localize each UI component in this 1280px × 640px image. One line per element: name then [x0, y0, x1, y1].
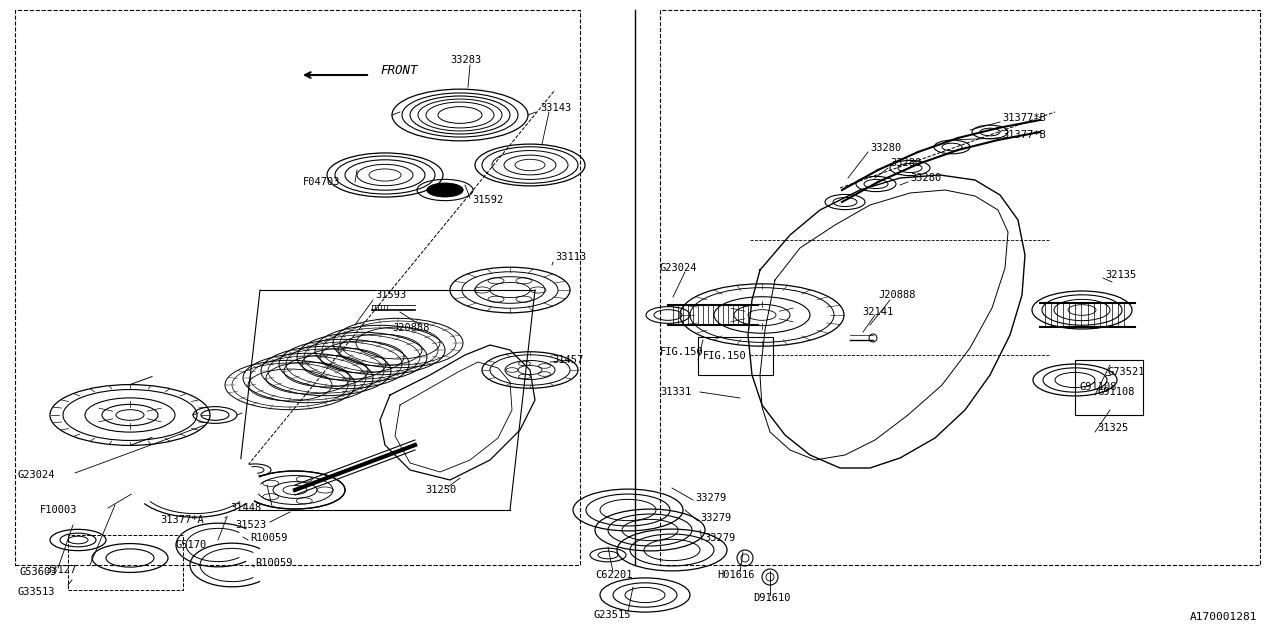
Bar — [1075, 360, 1143, 415]
Text: G91108: G91108 — [1097, 387, 1134, 397]
Text: G23515: G23515 — [593, 610, 631, 620]
Ellipse shape — [428, 183, 463, 197]
Text: G5170: G5170 — [175, 540, 206, 550]
Text: FIG.150: FIG.150 — [703, 351, 746, 361]
Text: 31457: 31457 — [552, 355, 584, 365]
Text: 31325: 31325 — [1097, 423, 1128, 433]
Text: 33280: 33280 — [910, 173, 941, 183]
Text: FRONT: FRONT — [380, 63, 417, 77]
Text: F04703: F04703 — [303, 177, 340, 187]
Text: 33283: 33283 — [451, 55, 481, 65]
Text: J20888: J20888 — [392, 323, 430, 333]
Text: 31593: 31593 — [375, 290, 406, 300]
Text: J20888: J20888 — [878, 290, 915, 300]
Text: 31377*B: 31377*B — [1002, 113, 1046, 123]
Text: 33279: 33279 — [700, 513, 731, 523]
Text: FIG.150: FIG.150 — [660, 347, 704, 357]
Text: R10059: R10059 — [250, 533, 288, 543]
Ellipse shape — [133, 452, 257, 517]
Bar — [698, 337, 773, 375]
Text: R10059: R10059 — [255, 558, 293, 568]
Text: 32141: 32141 — [861, 307, 893, 317]
Text: 31592: 31592 — [472, 195, 503, 205]
Bar — [68, 535, 183, 590]
Text: 31377*B: 31377*B — [1002, 130, 1046, 140]
Text: 33280: 33280 — [870, 143, 901, 153]
Text: 31523: 31523 — [236, 520, 266, 530]
Text: G53603: G53603 — [20, 567, 58, 577]
Text: G23024: G23024 — [660, 263, 698, 273]
Text: 31331: 31331 — [660, 387, 691, 397]
Text: C62201: C62201 — [595, 570, 632, 580]
Text: 33127: 33127 — [45, 565, 77, 575]
Text: F10003: F10003 — [40, 505, 78, 515]
Text: 33279: 33279 — [695, 493, 726, 503]
Text: H01616: H01616 — [717, 570, 754, 580]
Text: 31377*A: 31377*A — [160, 515, 204, 525]
Text: G91108: G91108 — [1080, 382, 1117, 392]
Text: 31448: 31448 — [230, 503, 261, 513]
Text: A170001281: A170001281 — [1190, 612, 1257, 622]
Text: 33280: 33280 — [890, 158, 922, 168]
Text: D91610: D91610 — [753, 593, 791, 603]
Text: G33513: G33513 — [18, 587, 55, 597]
Text: 32135: 32135 — [1105, 270, 1137, 280]
Text: G73521: G73521 — [1108, 367, 1146, 377]
Text: 33143: 33143 — [540, 103, 571, 113]
Text: G23024: G23024 — [18, 470, 55, 480]
Text: 33279: 33279 — [704, 533, 735, 543]
Text: 31250: 31250 — [425, 485, 456, 495]
Text: 33113: 33113 — [556, 252, 586, 262]
